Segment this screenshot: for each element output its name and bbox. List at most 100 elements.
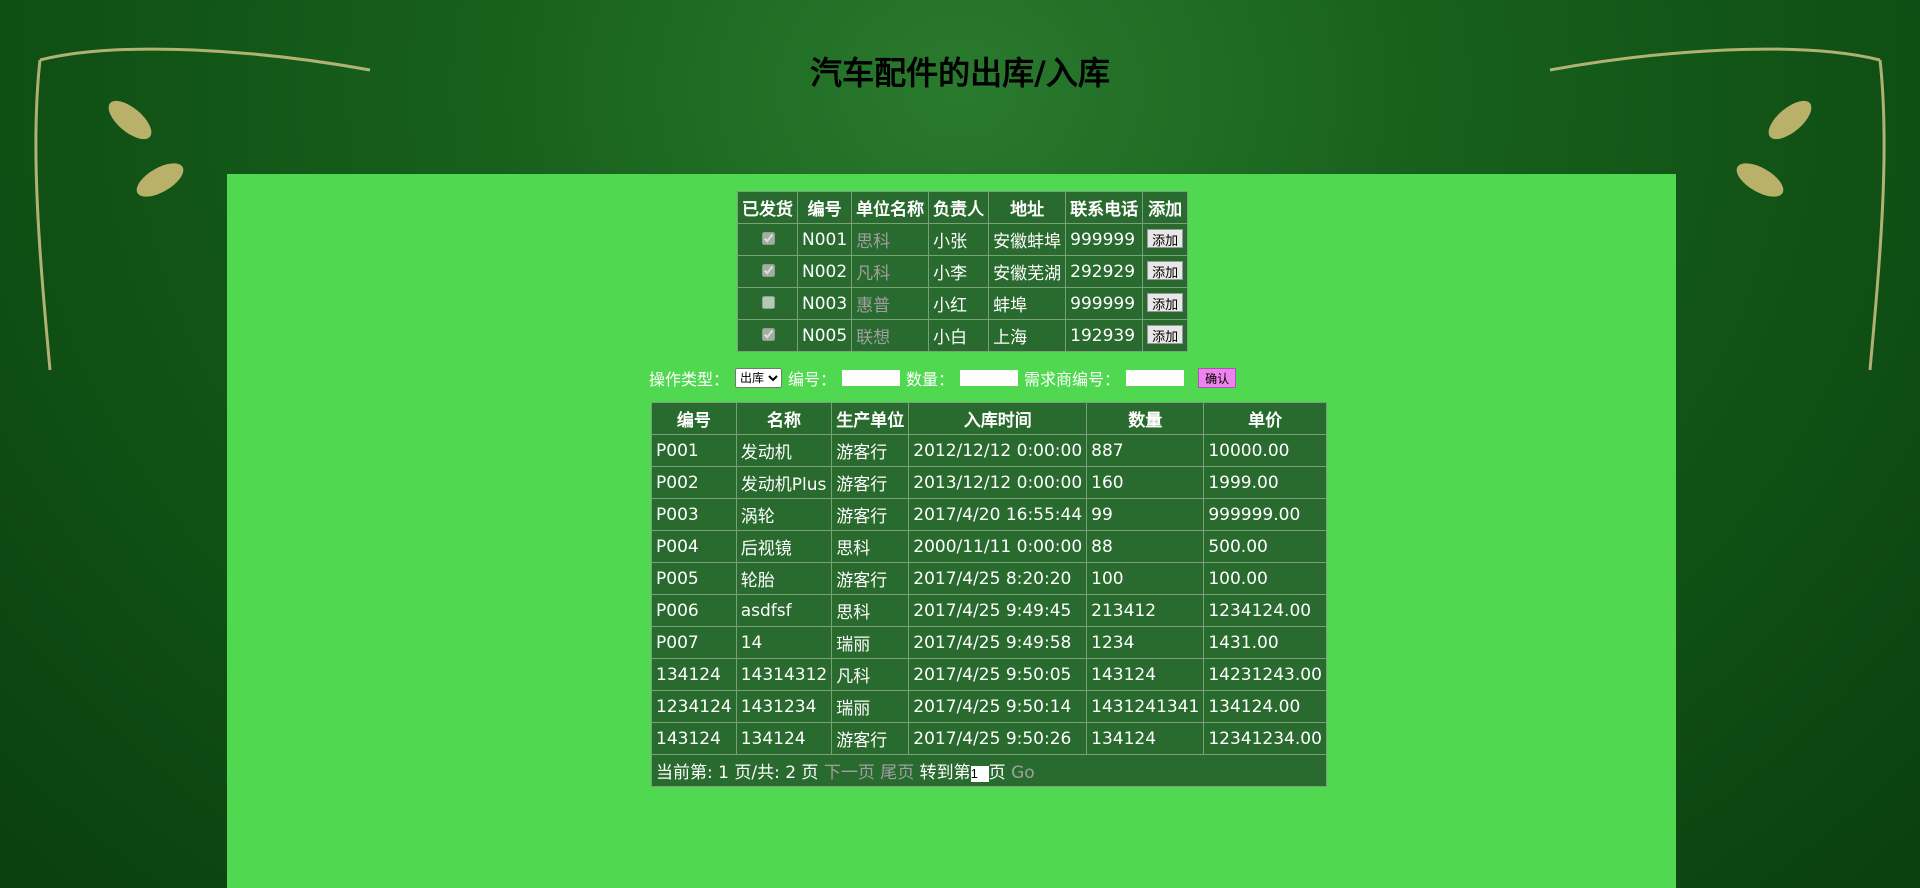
submit-button[interactable]: 确认 <box>1198 368 1237 388</box>
label: 需求商编号： <box>1024 370 1121 389</box>
phone-cell: 999999 <box>1065 287 1144 320</box>
column-header: 地址 <box>988 191 1067 224</box>
operation-form: 操作类型： 出库 编号： 数量： 需求商编号： 确认 <box>649 366 1237 390</box>
add-button[interactable]: 添加 <box>1147 261 1184 281</box>
last-link[interactable]: 尾页 <box>880 763 915 783</box>
qty-input[interactable] <box>960 370 1019 386</box>
pager-row: 当前第: 1 页/共: 2 页 下一页 尾页 转到第页 Go <box>651 754 1327 787</box>
shipped-checkbox[interactable] <box>761 232 775 245</box>
address-cell: 安徽芜湖 <box>988 255 1067 288</box>
address-cell: 蚌埠 <box>988 287 1067 320</box>
part-row: 143124 134124 游客行 2017/4/25 9:50:26 134124 12… <box>651 722 1327 755</box>
part-cell: 999999.00 <box>1203 498 1327 531</box>
header-row: 已发货 编号 单位名称 负责人 地址 联系电话 添加 <box>737 191 1189 224</box>
column-header: 添加 <box>1142 191 1189 224</box>
id-cell: N002 <box>796 255 853 288</box>
supplier-table: 已发货 编号 单位名称 负责人 地址 联系电话 添加 N001 思科 小张 安徽蚌埠 999999 添… <box>737 191 1189 352</box>
pager-status: 当前第: 1 页/共: 2 页 <box>656 763 819 783</box>
part-row: P006 asdfsf 思科 2017/4/25 9:49:45 213412 12341… <box>651 594 1327 627</box>
part-cell: 2017/4/25 8:20:20 <box>908 562 1088 595</box>
leaf <box>108 100 152 140</box>
part-cell: 2017/4/25 9:50:05 <box>908 658 1088 691</box>
id-cell: N001 <box>796 223 853 256</box>
part-cell: P005 <box>651 562 737 595</box>
name-cell: 联想 <box>851 319 930 352</box>
part-cell: 游客行 <box>831 562 910 595</box>
add-button[interactable]: 添加 <box>1147 293 1184 313</box>
part-cell: 发动机 <box>735 434 833 467</box>
part-cell: 游客行 <box>831 722 910 755</box>
part-cell: P006 <box>651 594 737 627</box>
part-cell: 2012/12/12 0:00:00 <box>908 434 1088 467</box>
shipped-checkbox[interactable] <box>761 328 775 341</box>
column-header: 名称 <box>735 402 833 435</box>
go-link[interactable]: Go <box>1011 763 1035 783</box>
column-header: 编号 <box>651 402 737 435</box>
part-cell: 游客行 <box>831 498 910 531</box>
address-cell: 安徽蚌埠 <box>988 223 1067 256</box>
flourish <box>39 47 371 72</box>
supplier-row: N005 联想 小白 上海 192939 添加 <box>737 319 1189 352</box>
buyer-input[interactable] <box>1126 370 1185 386</box>
part-cell: 1234 <box>1086 626 1205 659</box>
part-cell: 1431241341 <box>1086 690 1205 723</box>
part-cell: 213412 <box>1086 594 1205 627</box>
shipped-cell <box>737 223 798 256</box>
supplier-row: N003 惠普 小红 蚌埠 999999 添加 <box>737 287 1189 320</box>
goto-label: 转到第 <box>919 763 971 783</box>
part-cell: 思科 <box>831 530 910 563</box>
part-row: P002 发动机Plus 游客行 2013/12/12 0:00:00 160 1999.… <box>651 466 1327 499</box>
part-cell: 涡轮 <box>735 498 833 531</box>
name-cell: 惠普 <box>851 287 930 320</box>
leaf <box>1736 163 1784 197</box>
leaf <box>1768 100 1812 140</box>
column-header: 联系电话 <box>1065 191 1144 224</box>
add-button[interactable]: 添加 <box>1147 325 1184 345</box>
phone-cell: 292929 <box>1065 255 1144 288</box>
part-cell: 2017/4/25 9:49:45 <box>908 594 1088 627</box>
part-cell: 143124 <box>1086 658 1205 691</box>
part-cell: 2000/11/11 0:00:00 <box>908 530 1088 563</box>
type-select[interactable]: 出库 <box>735 368 783 388</box>
header-row: 编号 名称 生产单位 入库时间 数量 单价 <box>651 402 1327 435</box>
part-cell: 游客行 <box>831 434 910 467</box>
part-cell: 12341234.00 <box>1203 722 1327 755</box>
page-unit: 页 <box>988 763 1006 783</box>
part-cell: 1234124.00 <box>1203 594 1327 627</box>
supplier-row: N002 凡科 小李 安徽芜湖 292929 添加 <box>737 255 1189 288</box>
column-header: 编号 <box>796 191 853 224</box>
parts-table: 编号 名称 生产单位 入库时间 数量 单价 P001 发动机 游客行 2012/12/12 0:… <box>651 402 1327 787</box>
label: 编号： <box>788 370 837 389</box>
column-header: 数量 <box>1086 402 1205 435</box>
part-cell: 134124.00 <box>1203 690 1327 723</box>
page-input[interactable] <box>970 765 989 782</box>
phone-cell: 999999 <box>1065 223 1144 256</box>
part-cell: 10000.00 <box>1203 434 1327 467</box>
part-cell: 2017/4/20 16:55:44 <box>908 498 1088 531</box>
part-row: P003 涡轮 游客行 2017/4/20 16:55:44 99 999999.00 <box>651 498 1327 531</box>
shipped-checkbox[interactable] <box>761 264 775 277</box>
part-cell: 887 <box>1086 434 1205 467</box>
shipped-checkbox[interactable] <box>761 296 775 309</box>
contact-cell: 小红 <box>928 287 990 320</box>
leaf <box>136 163 184 197</box>
id-input[interactable] <box>842 370 901 386</box>
next-link[interactable]: 下一页 <box>823 763 875 783</box>
column-header: 单位名称 <box>851 191 930 224</box>
column-header: 已发货 <box>737 191 798 224</box>
part-cell: 14314312 <box>735 658 833 691</box>
part-cell: 凡科 <box>831 658 910 691</box>
contact-cell: 小张 <box>928 223 990 256</box>
column-header: 负责人 <box>928 191 990 224</box>
add-button[interactable]: 添加 <box>1147 229 1184 249</box>
column-header: 单价 <box>1203 402 1327 435</box>
column-header: 生产单位 <box>831 402 910 435</box>
flourish <box>34 59 52 371</box>
part-cell: 2013/12/12 0:00:00 <box>908 466 1088 499</box>
column-header: 入库时间 <box>908 402 1088 435</box>
shipped-cell <box>737 255 798 288</box>
part-cell: P004 <box>651 530 737 563</box>
part-row: 1234124 1431234 瑞丽 2017/4/25 9:50:14 1431241… <box>651 690 1327 723</box>
